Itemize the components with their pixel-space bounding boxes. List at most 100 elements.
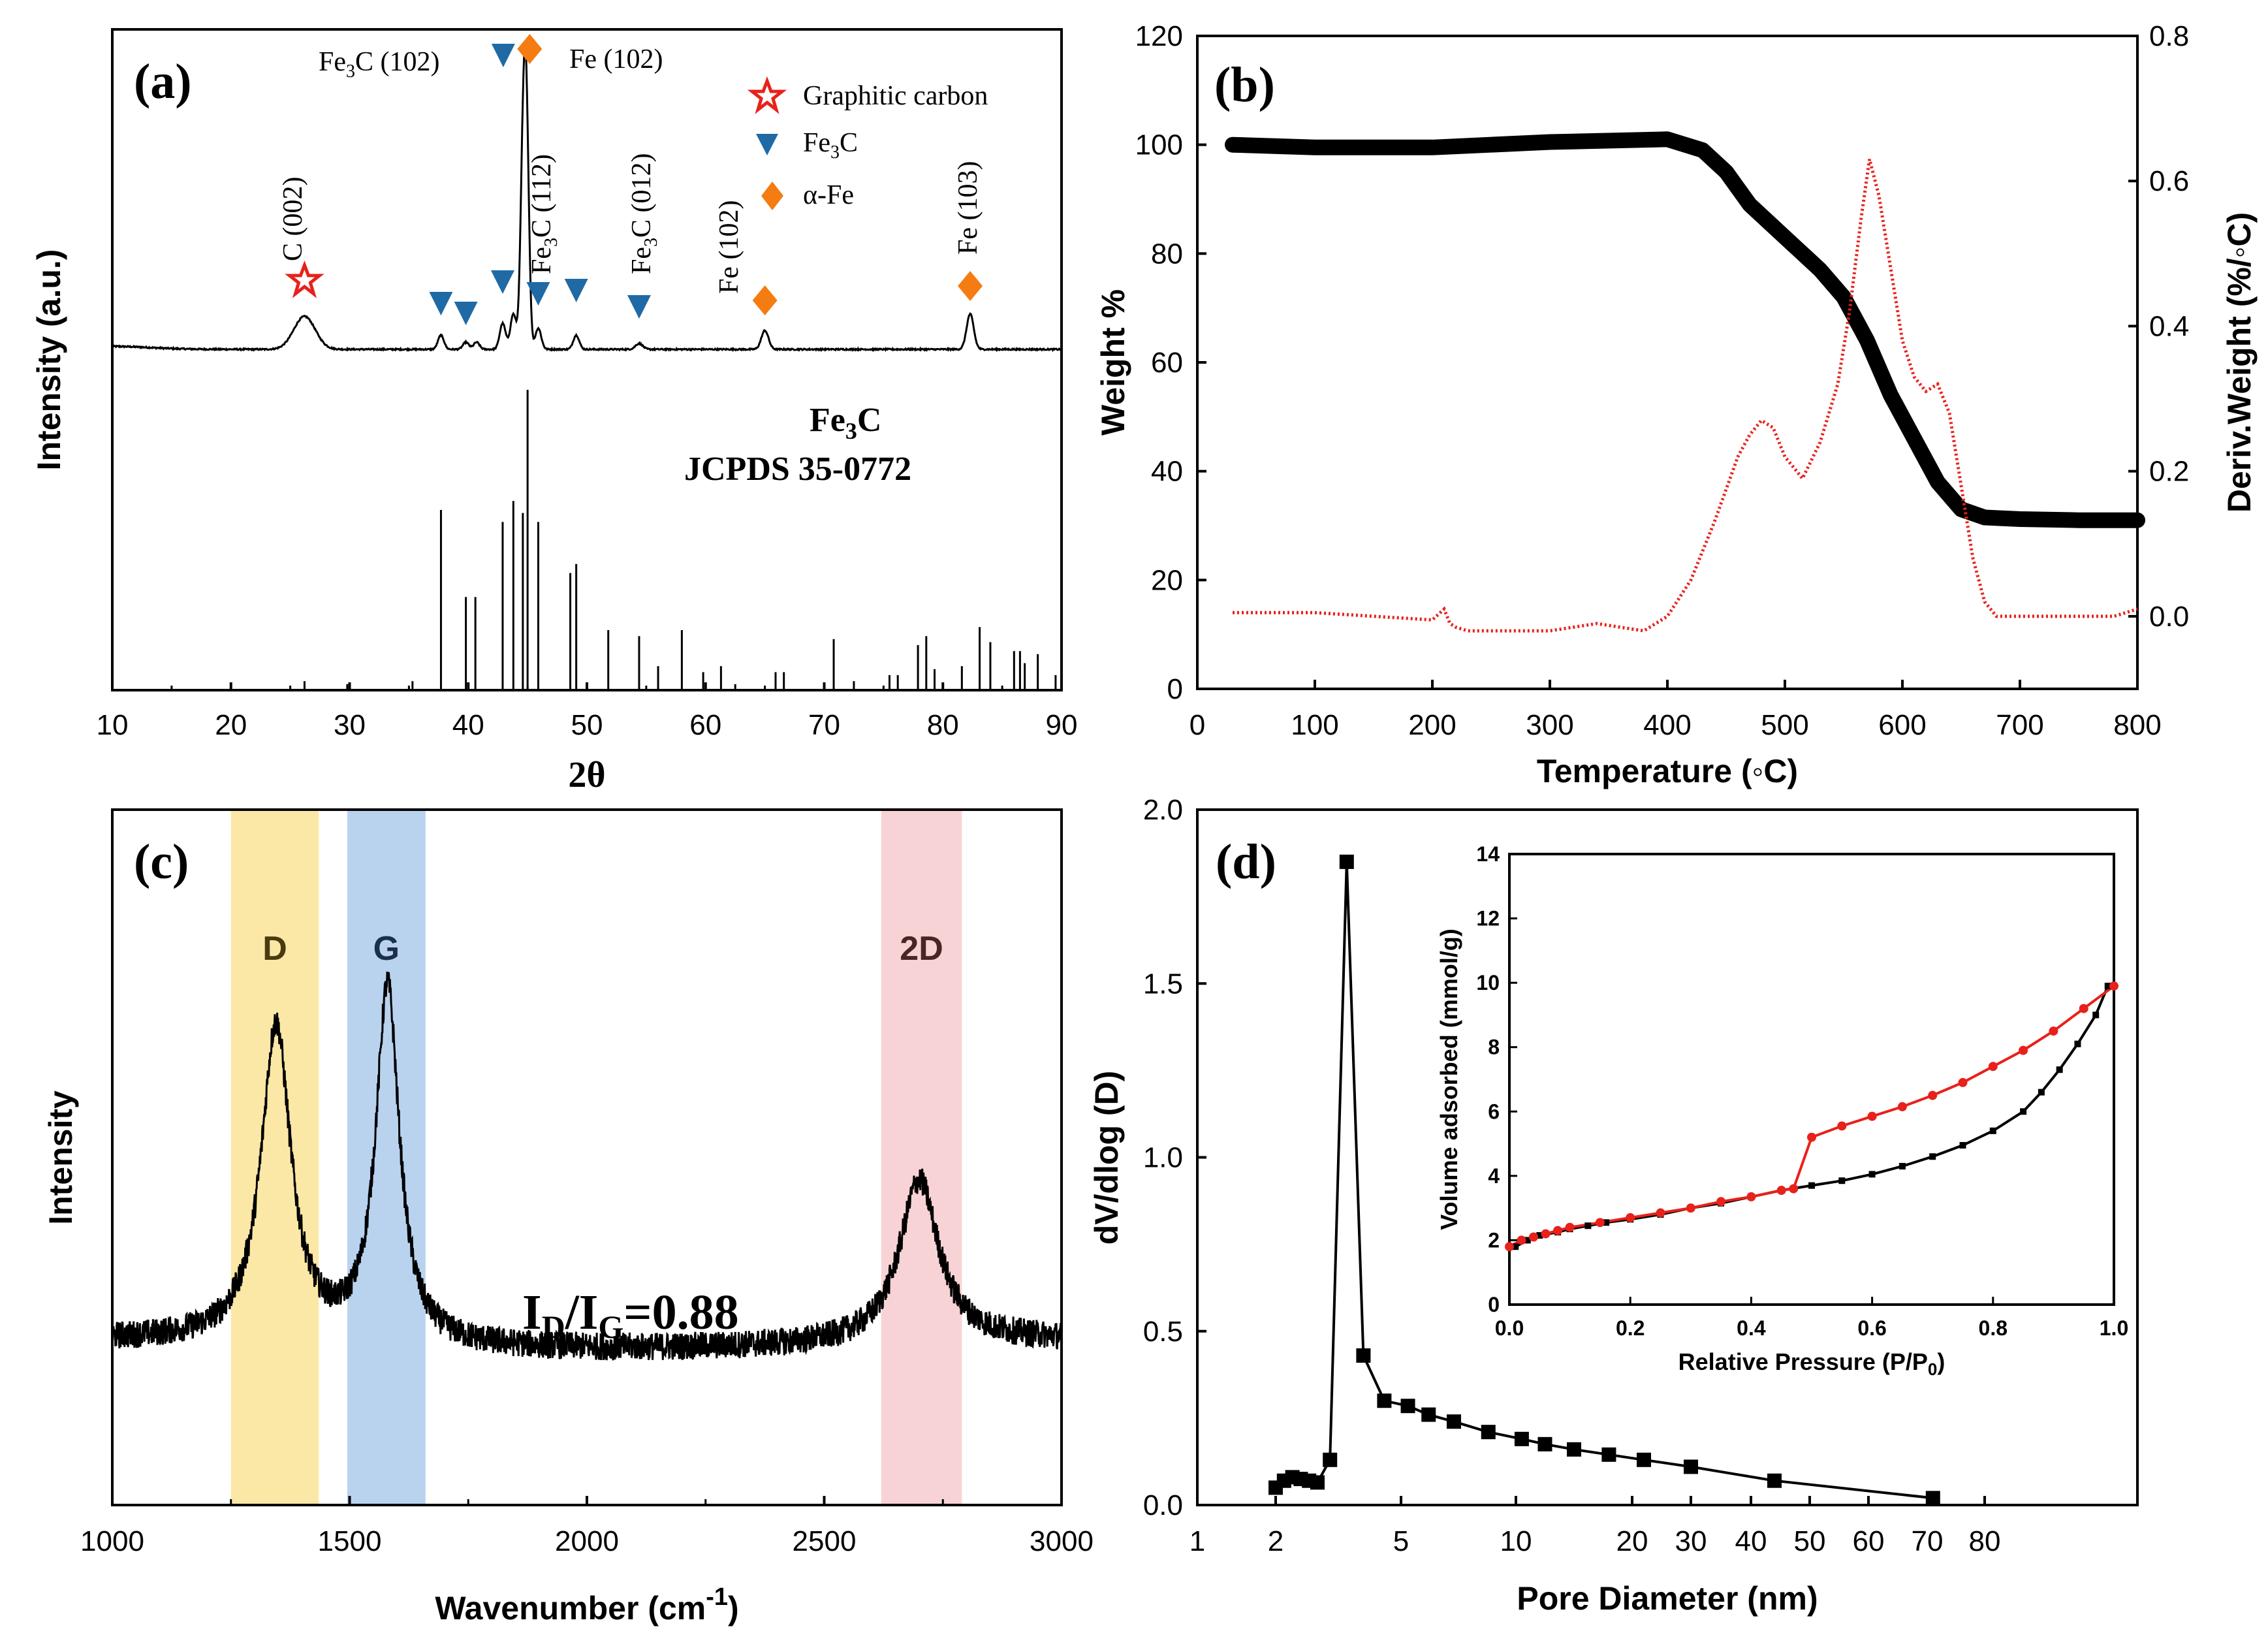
y-tick-label: 60 xyxy=(1151,347,1183,379)
adsorption-point xyxy=(1524,1237,1531,1244)
adsorption-point xyxy=(1929,1153,1936,1160)
peak-label-fe-103: Fe (103) xyxy=(953,161,983,255)
y-tick-label: 80 xyxy=(1151,238,1183,270)
psd-markers xyxy=(1268,854,1940,1506)
inset-y-tick-label: 12 xyxy=(1476,907,1500,930)
adsorption-point xyxy=(1536,1232,1543,1239)
x-tick-label: 5 xyxy=(1393,1525,1409,1557)
inset-x-tick-label: 0.4 xyxy=(1737,1316,1766,1340)
desorption-point xyxy=(2049,1026,2058,1036)
y2-tick-label: 0.6 xyxy=(2149,165,2189,197)
band-2d xyxy=(881,810,962,1505)
inset-x-tick-label: 0.2 xyxy=(1616,1316,1645,1340)
x-tick-label: 2000 xyxy=(555,1525,619,1557)
x-tick-label: 500 xyxy=(1761,709,1808,741)
desorption-point xyxy=(2109,981,2118,991)
desorption-point xyxy=(1541,1229,1551,1239)
x-tick-label: 30 xyxy=(334,709,366,741)
inset-y-tick-label: 2 xyxy=(1488,1228,1500,1252)
derivative-curve xyxy=(1233,159,2138,633)
inset-y-tick-label: 10 xyxy=(1476,971,1500,994)
x-tick-label: 50 xyxy=(1794,1525,1826,1557)
weight-curve xyxy=(1225,131,2145,528)
x-axis-title-b: Temperature (◦C) xyxy=(1537,753,1798,789)
id-ig-ratio: ID/IG=0.88 xyxy=(522,1285,739,1345)
adsorption-point xyxy=(2074,1040,2081,1047)
panel-a: (a) C (002) Fe3C (102) Fe (102) Fe3C (11… xyxy=(31,28,1077,795)
desorption-point xyxy=(1517,1235,1526,1245)
peak-markers xyxy=(285,34,983,325)
x-axis-title-c: Wavenumber (cm-1) xyxy=(435,1583,738,1626)
triangle-marker xyxy=(429,292,453,315)
peak-label-fe-102: Fe (102) xyxy=(714,200,744,294)
triangle-marker xyxy=(454,302,478,325)
desorption-point xyxy=(1553,1226,1563,1235)
psd-point xyxy=(1421,1407,1436,1422)
star-shape xyxy=(285,260,324,298)
y-tick-label: 40 xyxy=(1151,456,1183,488)
inset-y-tick-label: 0 xyxy=(1488,1293,1500,1316)
x-tick-label: 1000 xyxy=(80,1525,144,1557)
panel-d-label: (d) xyxy=(1216,834,1276,889)
adsorption-point xyxy=(1868,1171,1876,1178)
y2-tick-label: 0.2 xyxy=(2149,456,2189,488)
inset-isotherm: 0.0 0.2 0.4 0.6 0.8 1.0 0 2 4 6 8 10 12 14 Relative P… xyxy=(1436,842,2128,1379)
psd-point xyxy=(1601,1447,1616,1462)
y-tick-label: 0.0 xyxy=(1143,1489,1183,1521)
inset-x-title: Relative Pressure (P/P0) xyxy=(1678,1348,1945,1379)
y-tick-label: 0 xyxy=(1167,673,1183,705)
panel-c-label: (c) xyxy=(134,834,189,889)
legend-star-icon xyxy=(747,76,787,114)
x-tick-label: 1 xyxy=(1189,1525,1205,1557)
x-tick-label: 0 xyxy=(1189,709,1205,741)
desorption-point xyxy=(1565,1222,1575,1232)
desorption-point xyxy=(1505,1242,1514,1252)
inset-y-tick-label: 4 xyxy=(1488,1164,1500,1188)
psd-point xyxy=(1514,1431,1529,1446)
psd-point xyxy=(1767,1473,1782,1488)
x-tick-label: 80 xyxy=(927,709,959,741)
raman-spectrum-line xyxy=(111,971,1063,1361)
legend-diamond-icon xyxy=(761,182,783,210)
psd-point xyxy=(1925,1491,1940,1506)
triangle-marker xyxy=(526,282,550,306)
adsorption-point xyxy=(2020,1108,2027,1115)
ref-label-jcpds: JCPDS 35-0772 xyxy=(684,451,911,488)
y-tick-label: 2.0 xyxy=(1143,794,1183,826)
desorption-point xyxy=(1686,1203,1695,1213)
x-tick-label: 2 xyxy=(1268,1525,1284,1557)
panel-b: (b) 0 100 200 300 400 500 600 700 800 0 20 40 60 80 10… xyxy=(1095,20,2258,789)
peak-label-c002: C (002) xyxy=(278,177,308,262)
adsorption-point xyxy=(1838,1177,1846,1184)
star-marker xyxy=(285,260,324,298)
diamond-marker xyxy=(958,271,983,301)
adsorption-point xyxy=(1584,1222,1592,1230)
x-tick-label: 40 xyxy=(452,709,484,741)
psd-point xyxy=(1400,1399,1415,1414)
legend-a: Graphitic carbon Fe3C α-Fe xyxy=(747,76,988,210)
psd-point xyxy=(1310,1475,1325,1490)
band-label-d: D xyxy=(262,930,287,968)
peak-label-fe3c-112: Fe3C (112) xyxy=(527,154,561,274)
desorption-point xyxy=(1656,1208,1665,1218)
x-tick-label: 40 xyxy=(1735,1525,1767,1557)
psd-point xyxy=(1481,1425,1496,1440)
desorption-point xyxy=(2019,1045,2028,1055)
psd-point xyxy=(1446,1414,1461,1429)
x-tick-label: 3000 xyxy=(1030,1525,1094,1557)
y-axis-title-d: dV/dlog (D) xyxy=(1088,1071,1125,1245)
adsorption-point xyxy=(2038,1088,2045,1096)
x-tick-label: 400 xyxy=(1643,709,1691,741)
x-tick-label: 800 xyxy=(2113,709,2161,741)
inset-axes: 0.0 0.2 0.4 0.6 0.8 1.0 0 2 4 6 8 10 12 14 xyxy=(1476,842,2128,1340)
band-g xyxy=(347,810,426,1505)
adsorption-point xyxy=(1989,1127,1996,1134)
x-tick-label: 200 xyxy=(1408,709,1456,741)
desorption-point xyxy=(1958,1077,1968,1087)
peak-label-fe3c-012: Fe3C (012) xyxy=(627,153,661,275)
x-tick-label: 700 xyxy=(1996,709,2043,741)
x-axis-title-d: Pore Diameter (nm) xyxy=(1517,1580,1818,1617)
x-tick-label: 50 xyxy=(571,709,603,741)
peak-label-fe-102-top: Fe (102) xyxy=(569,44,663,74)
desorption-point xyxy=(2079,1004,2088,1013)
